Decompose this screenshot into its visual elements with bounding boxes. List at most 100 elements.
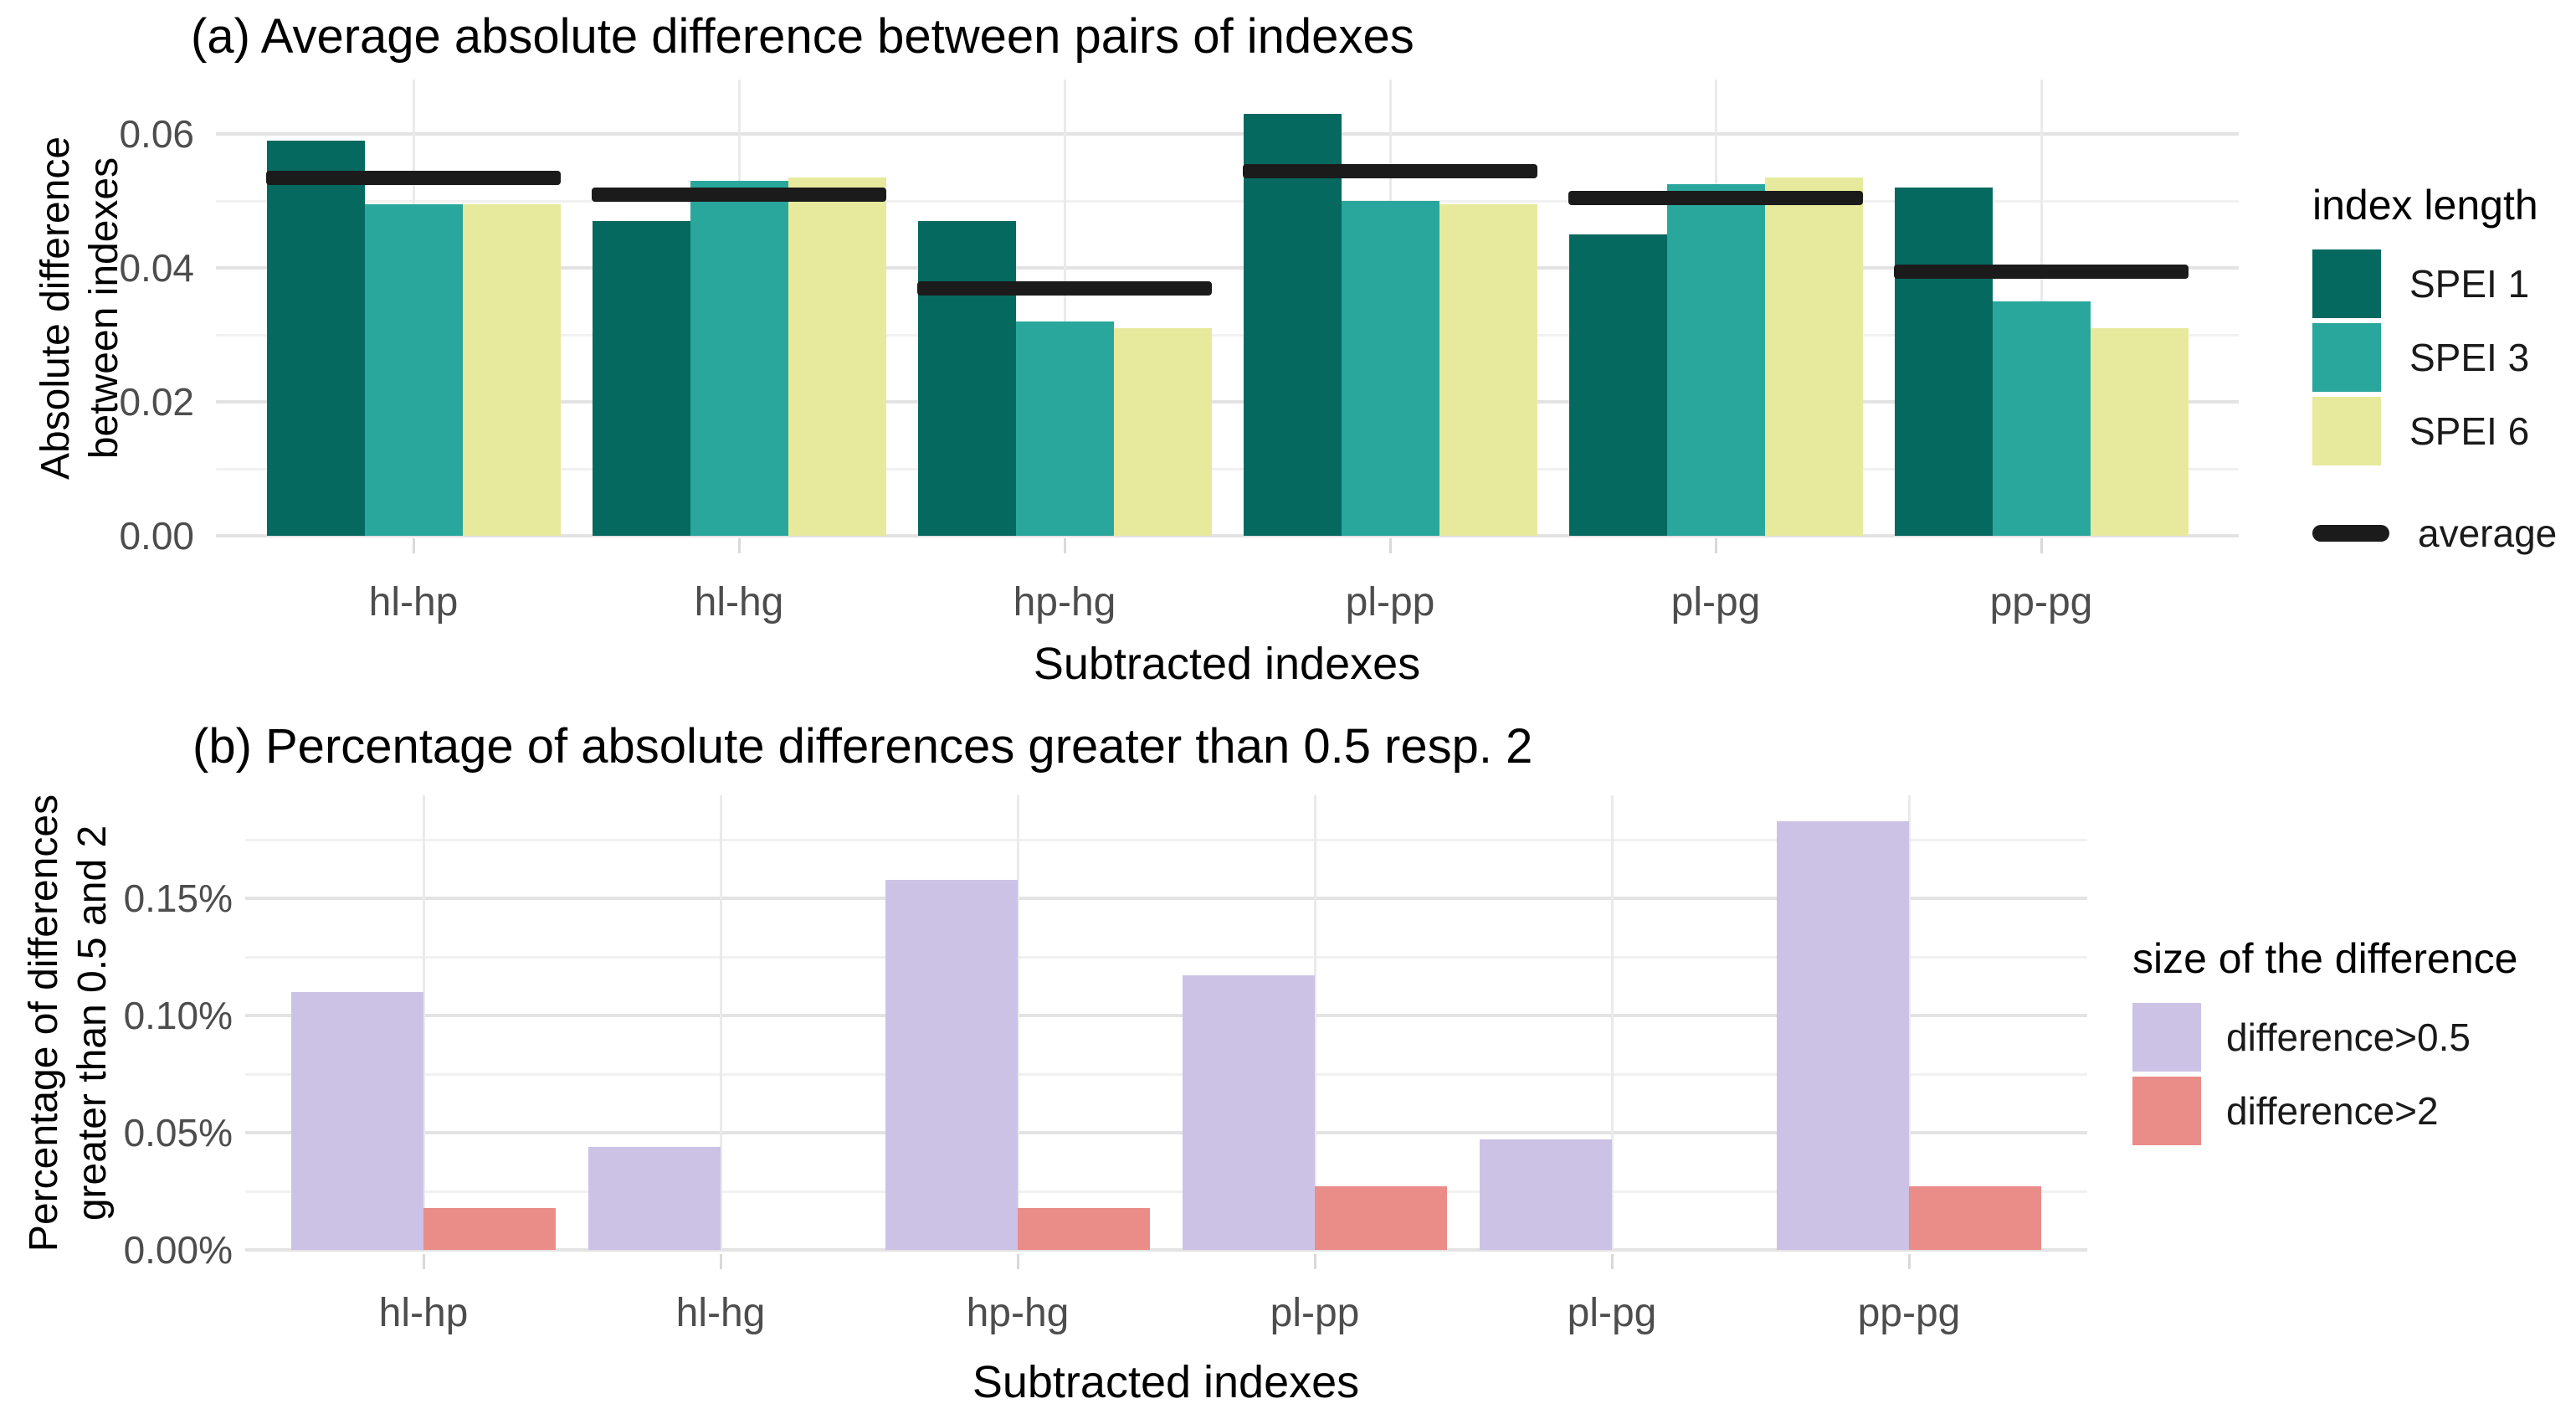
chart-a-plot-panel [216, 80, 2239, 537]
gridline-vertical [1314, 795, 1316, 1250]
gridline-minor [216, 468, 2239, 470]
gridline-major [245, 1248, 2087, 1252]
gridline-vertical [1064, 80, 1066, 536]
x-tick-pl-pg [1715, 538, 1717, 553]
bar-spei-6-hl-hp [462, 204, 561, 536]
bar-difference-0-5-hl-hg [588, 1146, 721, 1250]
chart-b-plot-panel [245, 795, 2087, 1252]
chart-b-title: (b) Percentage of absolute differences g… [192, 719, 1533, 774]
x-label-pp-pg: pp-pg [1857, 1291, 1961, 1335]
bar-spei-6-hl-hg [788, 177, 886, 536]
bar-spei-1-pl-pg [1568, 234, 1667, 536]
legend-swatch-spei-6 [2312, 397, 2381, 465]
gridline-minor [245, 1190, 2087, 1193]
chart-a-x-axis-title: Subtracted indexes [1033, 639, 1421, 689]
bar-difference-2-hl-hp [423, 1207, 556, 1250]
gridline-major [216, 534, 2239, 537]
x-tick-pp-pg [2040, 538, 2043, 553]
gridline-major [245, 897, 2087, 900]
legend-item-spei-3: SPEI 3 [2312, 323, 2557, 392]
chart-b-legend: size of the difference difference>0.5 di… [2132, 934, 2517, 1150]
bar-difference-0-5-hp-hg [885, 879, 1018, 1250]
bar-spei-1-hp-hg [917, 221, 1016, 536]
y-label-0.04: 0.04 [119, 246, 194, 290]
legend-item-spei-1: SPEI 1 [2312, 249, 2557, 318]
chart-a-title: (a) Average absolute difference between … [191, 9, 1414, 64]
average-line-hl-hg [592, 187, 886, 202]
x-label-hl-hp: hl-hp [368, 580, 459, 625]
y-label-0.00%: 0.00% [123, 1228, 233, 1272]
gridline-vertical [720, 795, 722, 1250]
bar-difference-2-hp-hg [1018, 1207, 1150, 1250]
gridline-major [216, 266, 2239, 270]
chart-a-legend-title: index length [2312, 182, 2538, 229]
bar-spei-3-hp-hg [1015, 321, 1114, 536]
y-label-0.15%: 0.15% [123, 877, 233, 920]
bar-spei-6-pp-pg [2090, 328, 2189, 536]
bar-spei-3-pl-pp [1341, 201, 1439, 536]
average-line-pl-pp [1243, 163, 1537, 178]
gridline-minor [216, 334, 2239, 337]
bar-spei-1-hl-hg [592, 221, 690, 536]
legend-swatch-difference-gt-05 [2132, 1003, 2201, 1072]
average-line-pl-pg [1568, 190, 1863, 205]
average-line-hl-hp [266, 170, 561, 185]
bar-spei-1-pl-pp [1243, 114, 1342, 536]
legend-item-difference-gt-2: difference>2 [2132, 1077, 2517, 1145]
bar-spei-1-hl-hp [266, 141, 365, 536]
y-label-0.10%: 0.10% [123, 994, 233, 1037]
gridline-minor [245, 956, 2087, 959]
x-tick-hl-hp [413, 538, 415, 553]
bar-difference-0-5-pl-pg [1480, 1139, 1612, 1250]
x-label-hl-hg: hl-hg [675, 1291, 766, 1335]
x-tick-hp-hg [1017, 1254, 1019, 1269]
gridline-major [216, 400, 2239, 404]
gridline-vertical [1017, 795, 1019, 1250]
bar-spei-3-pl-pg [1666, 184, 1765, 536]
legend-average-line-icon [2312, 525, 2389, 542]
bar-difference-0-5-pl-pp [1183, 975, 1315, 1250]
y-label-0.02: 0.02 [119, 380, 194, 424]
chart-b-x-axis-title: Subtracted indexes [972, 1357, 1360, 1407]
gridline-vertical [1611, 795, 1614, 1250]
y-label-0.05%: 0.05% [123, 1111, 233, 1154]
bar-spei-3-hl-hg [690, 181, 788, 536]
gridline-vertical [1908, 795, 1911, 1250]
x-label-pl-pg: pl-pg [1670, 580, 1761, 625]
legend-swatch-spei-3 [2312, 323, 2381, 392]
average-line-pp-pg [1894, 264, 2189, 279]
bar-spei-3-hl-hp [364, 204, 463, 536]
chart-b-legend-title: size of the difference [2132, 935, 2518, 982]
chart-a-y-axis-title: Absolute difference between indexes [33, 136, 126, 481]
bar-difference-0-5-pp-pg [1777, 820, 1909, 1250]
legend-swatch-spei-1 [2312, 249, 2381, 318]
legend-item-difference-gt-05: difference>0.5 [2132, 1003, 2517, 1072]
x-label-hp-hg: hp-hg [1013, 580, 1116, 625]
gridline-major [245, 1131, 2087, 1134]
bar-spei-6-hp-hg [1113, 328, 1212, 536]
bar-difference-0-5-hl-hp [291, 992, 423, 1250]
chart-a-legend: index length SPEI 1 SPEI 3 SPEI 6 averag… [2312, 181, 2557, 568]
x-tick-pp-pg [1908, 1254, 1911, 1269]
x-tick-hl-hp [423, 1254, 425, 1269]
bar-spei-6-pl-pg [1764, 177, 1863, 536]
x-label-hp-hg: hp-hg [966, 1291, 1070, 1335]
x-label-pl-pp: pl-pp [1270, 1291, 1360, 1335]
bar-spei-1-pp-pg [1894, 188, 1993, 536]
x-label-hl-hg: hl-hg [694, 580, 784, 625]
x-tick-hl-hg [738, 538, 741, 553]
x-label-hl-hp: hl-hp [378, 1291, 469, 1335]
gridline-minor [216, 200, 2239, 203]
x-tick-hl-hg [720, 1254, 722, 1269]
gridline-major [245, 1014, 2087, 1017]
gridline-minor [245, 1073, 2087, 1076]
x-label-pl-pg: pl-pg [1567, 1291, 1657, 1335]
bar-difference-2-pp-pg [1909, 1186, 2041, 1250]
bar-difference-2-pl-pp [1315, 1186, 1447, 1250]
y-label-0.00: 0.00 [119, 514, 194, 558]
gridline-vertical [423, 795, 425, 1250]
x-label-pl-pp: pl-pp [1345, 580, 1435, 625]
gridline-major [216, 132, 2239, 136]
x-tick-pl-pp [1314, 1254, 1316, 1269]
